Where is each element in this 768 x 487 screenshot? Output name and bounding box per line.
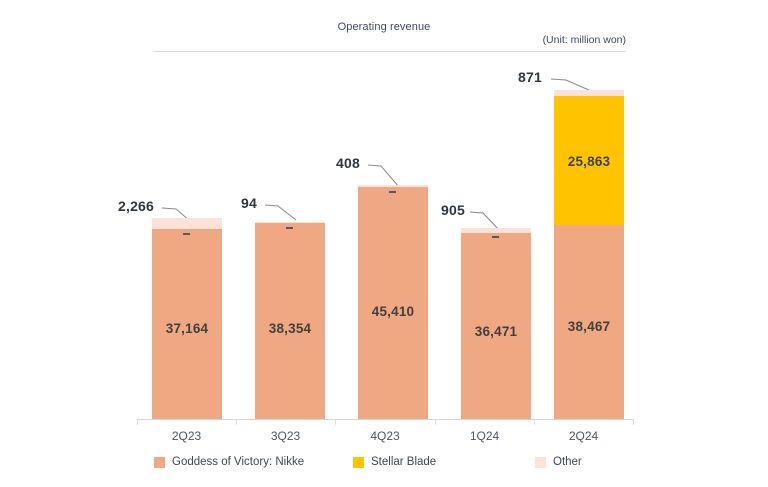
callout-other-2Q23: 2,266 <box>118 198 155 214</box>
bar-segment-other-4Q23[interactable] <box>358 185 428 187</box>
x-axis-tick <box>137 419 138 425</box>
x-axis-tick <box>534 419 535 425</box>
x-axis-label-3Q23: 3Q23 <box>270 429 301 443</box>
legend-label-nikke: Goddess of Victory: Nikke <box>172 456 305 468</box>
header-divider <box>153 51 626 52</box>
bar-segment-nikke-2Q24[interactable]: 38,467 <box>554 225 624 419</box>
leader-marker-2Q23 <box>183 232 190 235</box>
callout-other-2Q24: 871 <box>518 69 542 85</box>
legend-item-nikke[interactable]: Goddess of Victory: Nikke <box>154 456 304 468</box>
chart-legend: Goddess of Victory: Nikke Stellar Blade … <box>137 452 634 476</box>
bar-segment-nikke-2Q23[interactable]: 37,164 <box>152 229 222 419</box>
x-axis-label-4Q23: 4Q23 <box>370 429 400 443</box>
bar-segment-nikke-3Q23[interactable]: 38,354 <box>255 223 325 419</box>
bar-value-nikke-3Q23: 38,354 <box>268 321 312 336</box>
leader-marker-4Q23 <box>389 190 396 193</box>
bar-segment-other-2Q23[interactable] <box>152 218 222 229</box>
bar-segment-nikke-4Q23[interactable]: 45,410 <box>358 187 428 419</box>
legend-item-other[interactable]: Other <box>535 456 582 468</box>
x-axis-tick <box>435 419 436 425</box>
x-axis-label-2Q24: 2Q24 <box>568 429 599 443</box>
leader-marker-3Q23 <box>286 226 293 229</box>
bar-group-4Q23[interactable]: 45,410 <box>358 185 428 419</box>
callout-other-1Q24: 905 <box>441 202 465 218</box>
x-axis-tick <box>335 419 336 425</box>
bar-segment-other-1Q24[interactable] <box>461 228 531 233</box>
x-axis-tick <box>633 419 634 425</box>
bar-segment-nikke-1Q24[interactable]: 36,471 <box>461 233 531 419</box>
chart-unit-note: (Unit: million won) <box>542 34 626 46</box>
bar-value-nikke-4Q23: 45,410 <box>371 304 415 319</box>
legend-swatch-stellar-blade-icon <box>353 456 364 468</box>
bar-value-nikke-2Q24: 38,467 <box>567 319 611 334</box>
callout-other-4Q23: 408 <box>336 155 360 171</box>
x-axis-tick <box>236 419 237 425</box>
bar-value-nikke-1Q24: 36,471 <box>474 324 518 339</box>
bar-segment-other-2Q24[interactable] <box>554 90 624 96</box>
bar-group-2Q23[interactable]: 37,164 <box>152 218 222 419</box>
bar-segment-other-3Q23[interactable] <box>255 222 325 223</box>
legend-item-stellar-blade[interactable]: Stellar Blade <box>353 456 436 468</box>
legend-label-other: Other <box>553 456 582 468</box>
x-axis-label-2Q23: 2Q23 <box>171 429 202 443</box>
leader-marker-1Q24 <box>492 235 499 238</box>
callout-other-3Q23: 94 <box>241 195 257 211</box>
x-axis-line <box>137 419 634 420</box>
bar-segment-stellar-blade-2Q24[interactable]: 25,863 <box>554 96 624 225</box>
legend-swatch-other-icon <box>535 456 546 468</box>
bar-value-stellar-blade-2Q24: 25,863 <box>567 154 611 169</box>
bar-value-nikke-2Q23: 37,164 <box>165 321 209 336</box>
chart-title: Operating revenue <box>337 21 431 33</box>
legend-label-stellar-blade: Stellar Blade <box>371 456 437 468</box>
x-axis-label-1Q24: 1Q24 <box>469 429 500 443</box>
bar-group-2Q24[interactable]: 25,863 38,467 <box>554 90 624 419</box>
bar-group-1Q24[interactable]: 36,471 <box>461 228 531 419</box>
legend-swatch-nikke-icon <box>154 456 165 468</box>
bar-group-3Q23[interactable]: 38,354 <box>255 222 325 419</box>
